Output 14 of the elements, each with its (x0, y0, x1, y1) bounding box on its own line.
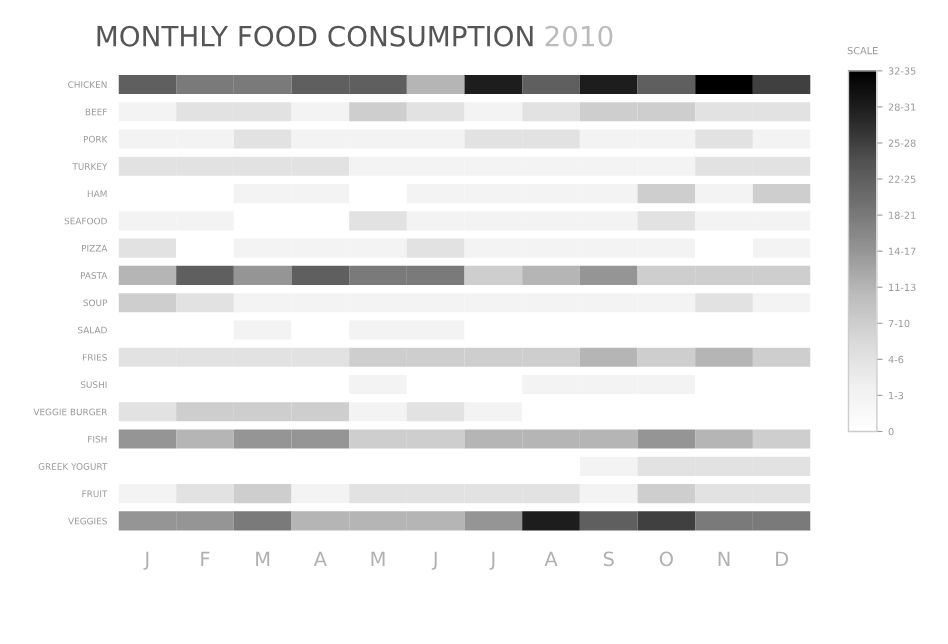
x-tick-label: S (603, 551, 614, 567)
x-tick-label: M (371, 551, 385, 566)
x-tick-label: J (431, 551, 437, 570)
x-tick-label: O (659, 551, 673, 567)
x-tick-label: J (489, 551, 495, 570)
x-tick-label: J (143, 551, 149, 570)
x-tick-label: A (313, 551, 327, 566)
x-tick-label: N (718, 551, 730, 566)
x-tick-label: M (256, 551, 270, 566)
chart-title: MONTHLY FOOD CONSUMPTION (97, 25, 533, 47)
x-tick-label: D (776, 551, 789, 566)
chart-subtitle: 2010 (545, 25, 613, 47)
x-tick-label: A (544, 551, 558, 566)
x-tick-label: F (201, 551, 210, 566)
